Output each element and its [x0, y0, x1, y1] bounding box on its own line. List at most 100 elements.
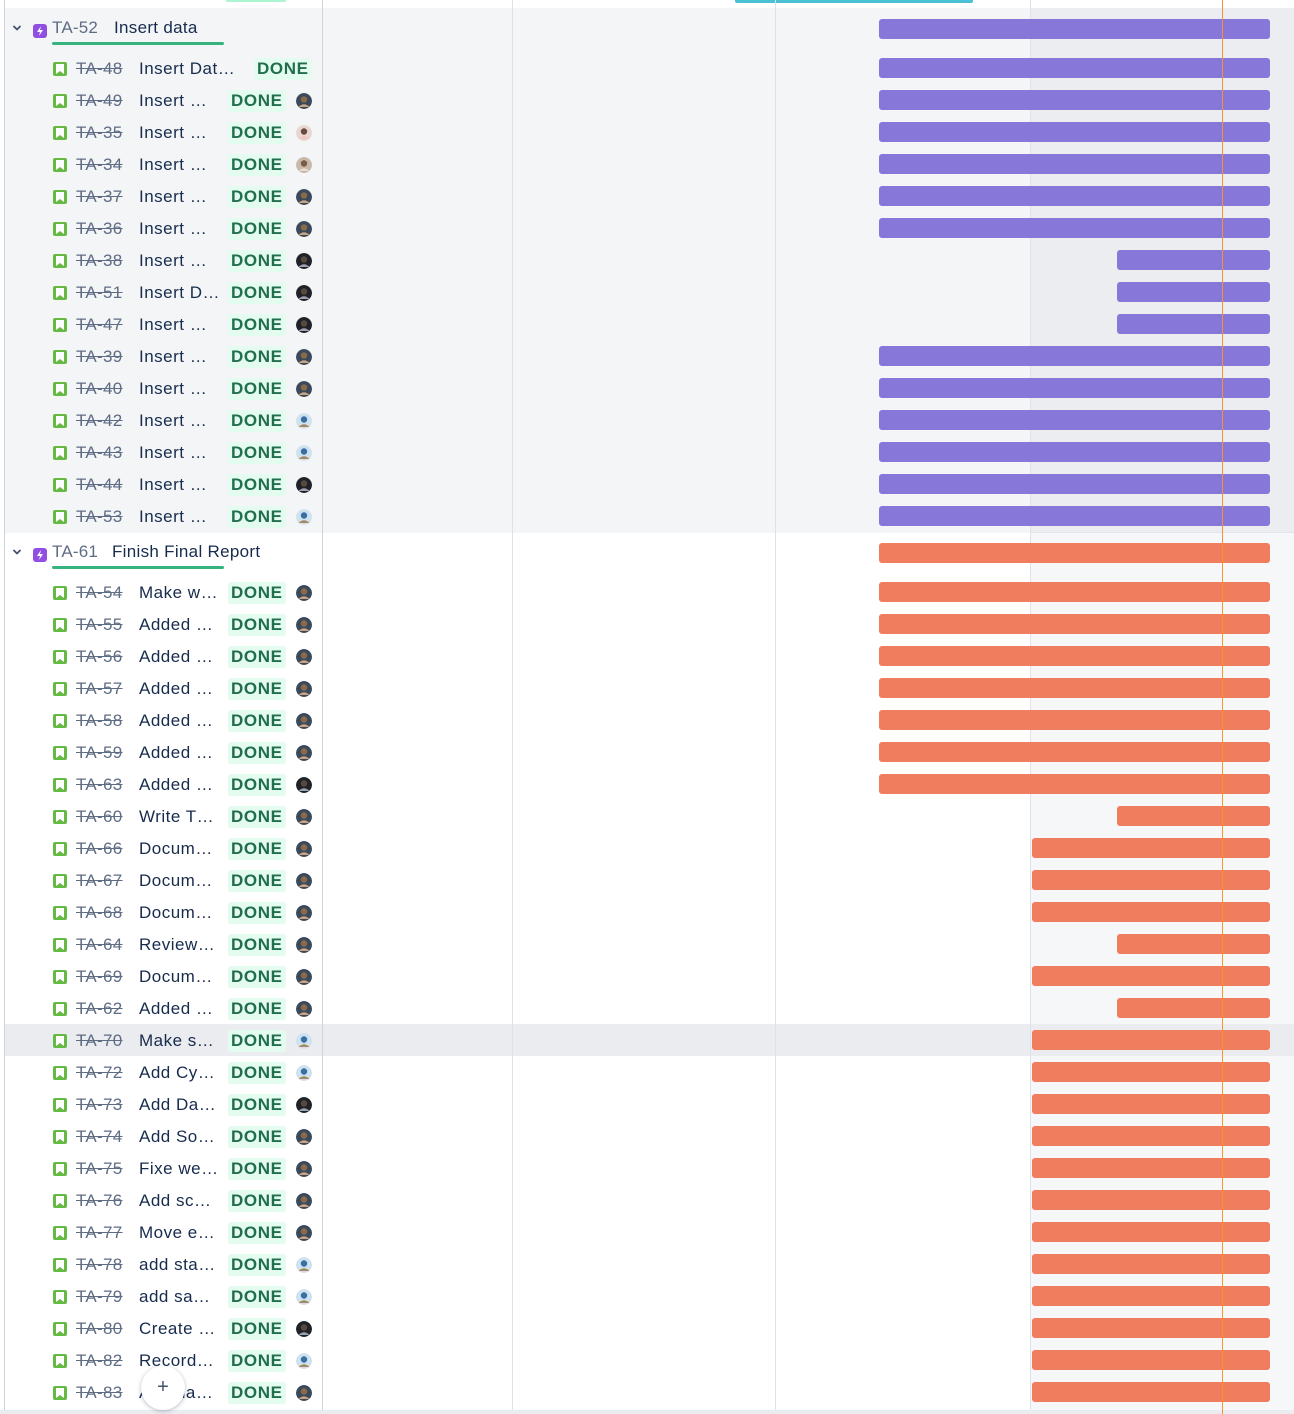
issue-key[interactable]: TA-59 — [76, 743, 123, 762]
issue-summary[interactable]: Added … — [139, 999, 214, 1018]
issue-row[interactable]: TA-78 add sta… DONE — [4, 1249, 1294, 1281]
issue-summary[interactable]: Insert Dat… — [139, 59, 236, 78]
status-badge[interactable]: DONE — [228, 902, 286, 924]
status-badge[interactable]: DONE — [228, 742, 286, 764]
status-badge[interactable]: DONE — [228, 806, 286, 828]
issue-row[interactable]: TA-66 Docum… DONE — [4, 833, 1294, 865]
issue-key[interactable]: TA-83 — [76, 1383, 123, 1402]
issue-row[interactable]: TA-44 Insert … DONE — [4, 469, 1294, 501]
status-badge[interactable]: DONE — [228, 314, 286, 336]
status-badge[interactable]: DONE — [228, 966, 286, 988]
assignee-avatar[interactable] — [296, 1289, 312, 1305]
assignee-avatar[interactable] — [296, 617, 312, 633]
issue-row[interactable]: TA-80 Create … DONE — [4, 1313, 1294, 1345]
issue-key[interactable]: TA-40 — [76, 379, 123, 398]
epic-title[interactable]: Insert data — [114, 18, 198, 37]
epic-key[interactable]: TA-61 — [52, 542, 99, 561]
issue-key[interactable]: TA-51 — [76, 283, 123, 302]
issue-key[interactable]: TA-79 — [76, 1287, 123, 1306]
issue-row[interactable]: TA-75 Fixe we… DONE — [4, 1153, 1294, 1185]
issue-row[interactable]: TA-55 Added … DONE — [4, 609, 1294, 641]
status-badge[interactable]: DONE — [254, 58, 312, 80]
issue-summary[interactable]: Add So… — [139, 1127, 216, 1146]
timeline-bar-ta-43[interactable] — [879, 442, 1270, 462]
assignee-avatar[interactable] — [296, 1161, 312, 1177]
issue-summary[interactable]: Add Cy… — [139, 1063, 216, 1082]
issue-row[interactable]: TA-39 Insert … DONE — [4, 341, 1294, 373]
timeline-bar-ta-70[interactable] — [1032, 1030, 1270, 1050]
status-badge[interactable]: DONE — [228, 998, 286, 1020]
issue-key[interactable]: TA-75 — [76, 1159, 123, 1178]
issue-row[interactable]: TA-77 Move e… DONE — [4, 1217, 1294, 1249]
assignee-avatar[interactable] — [296, 285, 312, 301]
issue-row[interactable]: TA-43 Insert … DONE — [4, 437, 1294, 469]
epic-row-ta-61[interactable]: TA-61 Finish Final Report — [4, 532, 1294, 576]
issue-summary[interactable]: Insert … — [139, 507, 208, 526]
issue-row[interactable]: TA-51 Insert D… DONE — [4, 277, 1294, 309]
issue-summary[interactable]: Move e… — [139, 1223, 216, 1242]
issue-summary[interactable]: Fixe we… — [139, 1159, 219, 1178]
issue-row[interactable]: TA-49 Insert … DONE — [4, 85, 1294, 117]
assignee-avatar[interactable] — [296, 1385, 312, 1401]
issue-summary[interactable]: Insert … — [139, 475, 208, 494]
assignee-avatar[interactable] — [296, 1129, 312, 1145]
issue-key[interactable]: TA-37 — [76, 187, 123, 206]
assignee-avatar[interactable] — [296, 189, 312, 205]
status-badge[interactable]: DONE — [228, 870, 286, 892]
issue-key[interactable]: TA-36 — [76, 219, 123, 238]
timeline-bar-ta-59[interactable] — [879, 742, 1270, 762]
issue-summary[interactable]: Added … — [139, 775, 214, 794]
assignee-avatar[interactable] — [296, 1033, 312, 1049]
timeline-bar-ta-47[interactable] — [1117, 314, 1270, 334]
issue-summary[interactable]: Review… — [139, 935, 216, 954]
timeline-bar-ta-64[interactable] — [1117, 934, 1270, 954]
timeline-bar-ta-54[interactable] — [879, 582, 1270, 602]
assignee-avatar[interactable] — [296, 1065, 312, 1081]
status-badge[interactable]: DONE — [228, 1222, 286, 1244]
issue-summary[interactable]: add sa… — [139, 1287, 211, 1306]
timeline-bar-ta-57[interactable] — [879, 678, 1270, 698]
status-badge[interactable]: DONE — [228, 582, 286, 604]
status-badge[interactable]: DONE — [228, 1158, 286, 1180]
issue-row[interactable]: TA-38 Insert … DONE — [4, 245, 1294, 277]
issue-row[interactable]: TA-69 Docum… DONE — [4, 961, 1294, 993]
status-badge[interactable]: DONE — [228, 282, 286, 304]
status-badge[interactable]: DONE — [228, 710, 286, 732]
issue-key[interactable]: TA-60 — [76, 807, 123, 826]
timeline-bar-ta-76[interactable] — [1032, 1190, 1270, 1210]
assignee-avatar[interactable] — [296, 1257, 312, 1273]
status-badge[interactable]: DONE — [228, 1318, 286, 1340]
issue-row[interactable]: TA-34 Insert … DONE — [4, 149, 1294, 181]
issue-key[interactable]: TA-38 — [76, 251, 123, 270]
assignee-avatar[interactable] — [296, 1001, 312, 1017]
issue-row[interactable]: TA-48 Insert Dat… DONE — [4, 53, 1294, 85]
issue-summary[interactable]: Docum… — [139, 839, 213, 858]
assignee-avatar[interactable] — [296, 221, 312, 237]
issue-summary[interactable]: Create … — [139, 1319, 216, 1338]
status-badge[interactable]: DONE — [228, 186, 286, 208]
issue-key[interactable]: TA-78 — [76, 1255, 123, 1274]
timeline-bar-ta-63[interactable] — [879, 774, 1270, 794]
issue-row[interactable]: TA-82 Record… DONE — [4, 1345, 1294, 1377]
issue-row[interactable]: TA-53 Insert … DONE — [4, 501, 1294, 533]
issue-key[interactable]: TA-77 — [76, 1223, 123, 1242]
issue-summary[interactable]: Added … — [139, 679, 214, 698]
issue-row[interactable]: TA-63 Added … DONE — [4, 769, 1294, 801]
issue-key[interactable]: TA-43 — [76, 443, 123, 462]
issue-row[interactable]: TA-73 Add Da… DONE — [4, 1089, 1294, 1121]
timeline-bar-ta-52[interactable] — [879, 19, 1270, 39]
issue-row[interactable]: TA-68 Docum… DONE — [4, 897, 1294, 929]
issue-summary[interactable]: Insert … — [139, 347, 208, 366]
assignee-avatar[interactable] — [296, 1193, 312, 1209]
timeline-bar-ta-60[interactable] — [1117, 806, 1270, 826]
assignee-avatar[interactable] — [296, 477, 312, 493]
issue-summary[interactable]: Insert … — [139, 123, 208, 142]
issue-row[interactable]: TA-72 Add Cy… DONE — [4, 1057, 1294, 1089]
timeline-bar-ta-79[interactable] — [1032, 1286, 1270, 1306]
issue-key[interactable]: TA-72 — [76, 1063, 123, 1082]
timeline-bar-ta-44[interactable] — [879, 474, 1270, 494]
assignee-avatar[interactable] — [296, 873, 312, 889]
assignee-avatar[interactable] — [296, 317, 312, 333]
status-badge[interactable]: DONE — [228, 1254, 286, 1276]
timeline-bar-ta-39[interactable] — [879, 346, 1270, 366]
